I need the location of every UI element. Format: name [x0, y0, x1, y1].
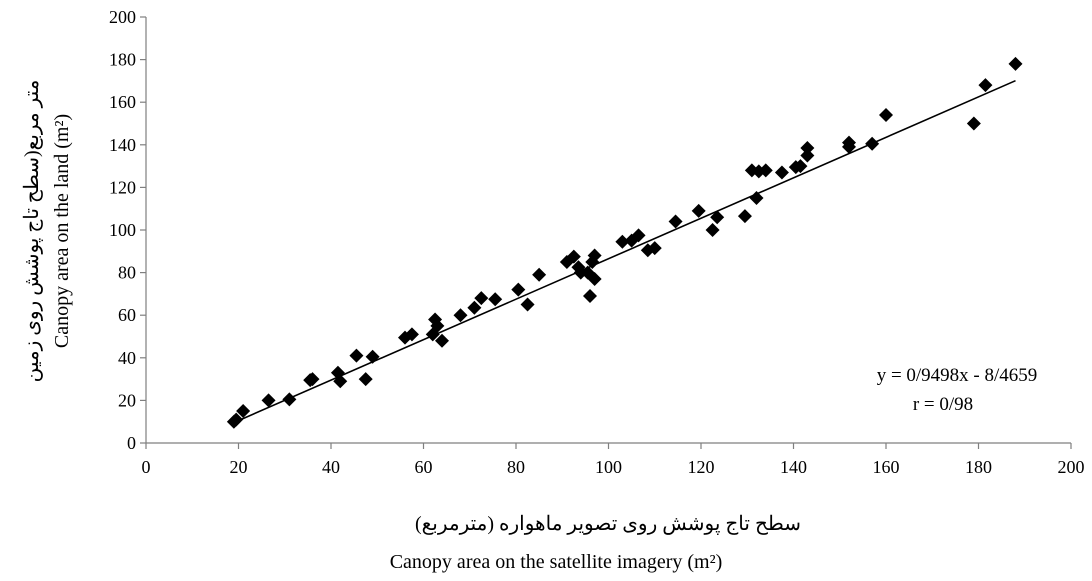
data-point [488, 292, 503, 307]
x-tick-label: 0 [142, 457, 151, 477]
data-point [583, 289, 597, 304]
y-tick-label: 200 [109, 7, 136, 27]
data-point [710, 210, 725, 225]
data-point [236, 404, 251, 419]
x-tick-label: 180 [965, 457, 992, 477]
x-tick-label: 140 [780, 457, 807, 477]
y-tick-label: 100 [109, 220, 136, 240]
data-point [520, 297, 535, 312]
x-tick-label: 20 [230, 457, 248, 477]
data-point [365, 349, 380, 364]
y-axis-title-fa: متر مربع(سطح تاج پوشش روی زمین [21, 80, 43, 383]
data-point [705, 223, 720, 237]
x-tick-label: 160 [873, 457, 900, 477]
data-point [261, 393, 276, 408]
y-tick-label: 120 [109, 177, 136, 197]
data-points [226, 56, 1023, 429]
data-point [800, 148, 815, 163]
r-annotation: r = 0/98 [913, 394, 973, 415]
data-point [978, 78, 993, 93]
y-tick-label: 80 [118, 263, 136, 283]
data-point [879, 107, 893, 122]
y-tick-label: 40 [118, 348, 136, 368]
x-axis-title-fa: سطح تاج پوشش روی تصویر ماهواره (مترمربع) [415, 513, 801, 535]
data-point [333, 374, 348, 389]
y-axis-ticks: 0 20 40 60 80 100 120 140 160 180 200 [109, 7, 146, 453]
y-tick-label: 140 [109, 135, 136, 155]
x-tick-label: 80 [507, 457, 525, 477]
data-point [774, 165, 789, 180]
data-point [404, 327, 419, 342]
data-point [435, 333, 449, 348]
data-point [358, 372, 373, 387]
y-tick-label: 20 [118, 390, 136, 410]
data-point [691, 203, 706, 218]
data-point [467, 300, 482, 315]
y-tick-label: 180 [109, 50, 136, 70]
data-point [566, 249, 581, 264]
data-point [758, 163, 773, 178]
x-axis-ticks: 0 20 40 60 80 100 120 140 160 180 200 [142, 443, 1085, 477]
data-point [511, 282, 526, 297]
x-tick-label: 120 [688, 457, 715, 477]
data-point [282, 392, 297, 407]
data-point [842, 135, 856, 150]
trendline [233, 79, 1016, 424]
y-tick-label: 0 [127, 433, 136, 453]
data-point [587, 248, 602, 263]
data-point [800, 140, 815, 155]
x-tick-label: 40 [322, 457, 340, 477]
y-tick-label: 160 [109, 92, 136, 112]
x-tick-label: 60 [415, 457, 433, 477]
data-point [229, 412, 244, 427]
data-point [647, 241, 662, 256]
x-tick-label: 200 [1058, 457, 1085, 477]
data-point [668, 214, 683, 229]
y-axis-title: Canopy area on the land (m²) [51, 114, 73, 348]
x-tick-label: 100 [595, 457, 622, 477]
equation-annotation: y = 0/9498x - 8/4659 [877, 365, 1038, 386]
x-axis-title: Canopy area on the satellite imagery (m²… [390, 551, 723, 573]
data-point [453, 308, 468, 323]
data-point [1008, 56, 1023, 71]
data-point [631, 228, 646, 243]
data-point [587, 271, 602, 286]
data-point [474, 291, 489, 306]
data-point [349, 348, 364, 363]
data-point [532, 267, 547, 282]
data-point [749, 191, 764, 206]
data-point [865, 136, 880, 151]
y-tick-label: 60 [118, 305, 136, 325]
data-point [305, 372, 320, 387]
data-point [737, 209, 752, 224]
data-point [430, 318, 445, 333]
data-point [615, 234, 630, 249]
data-point [966, 116, 981, 131]
data-point [793, 159, 808, 174]
